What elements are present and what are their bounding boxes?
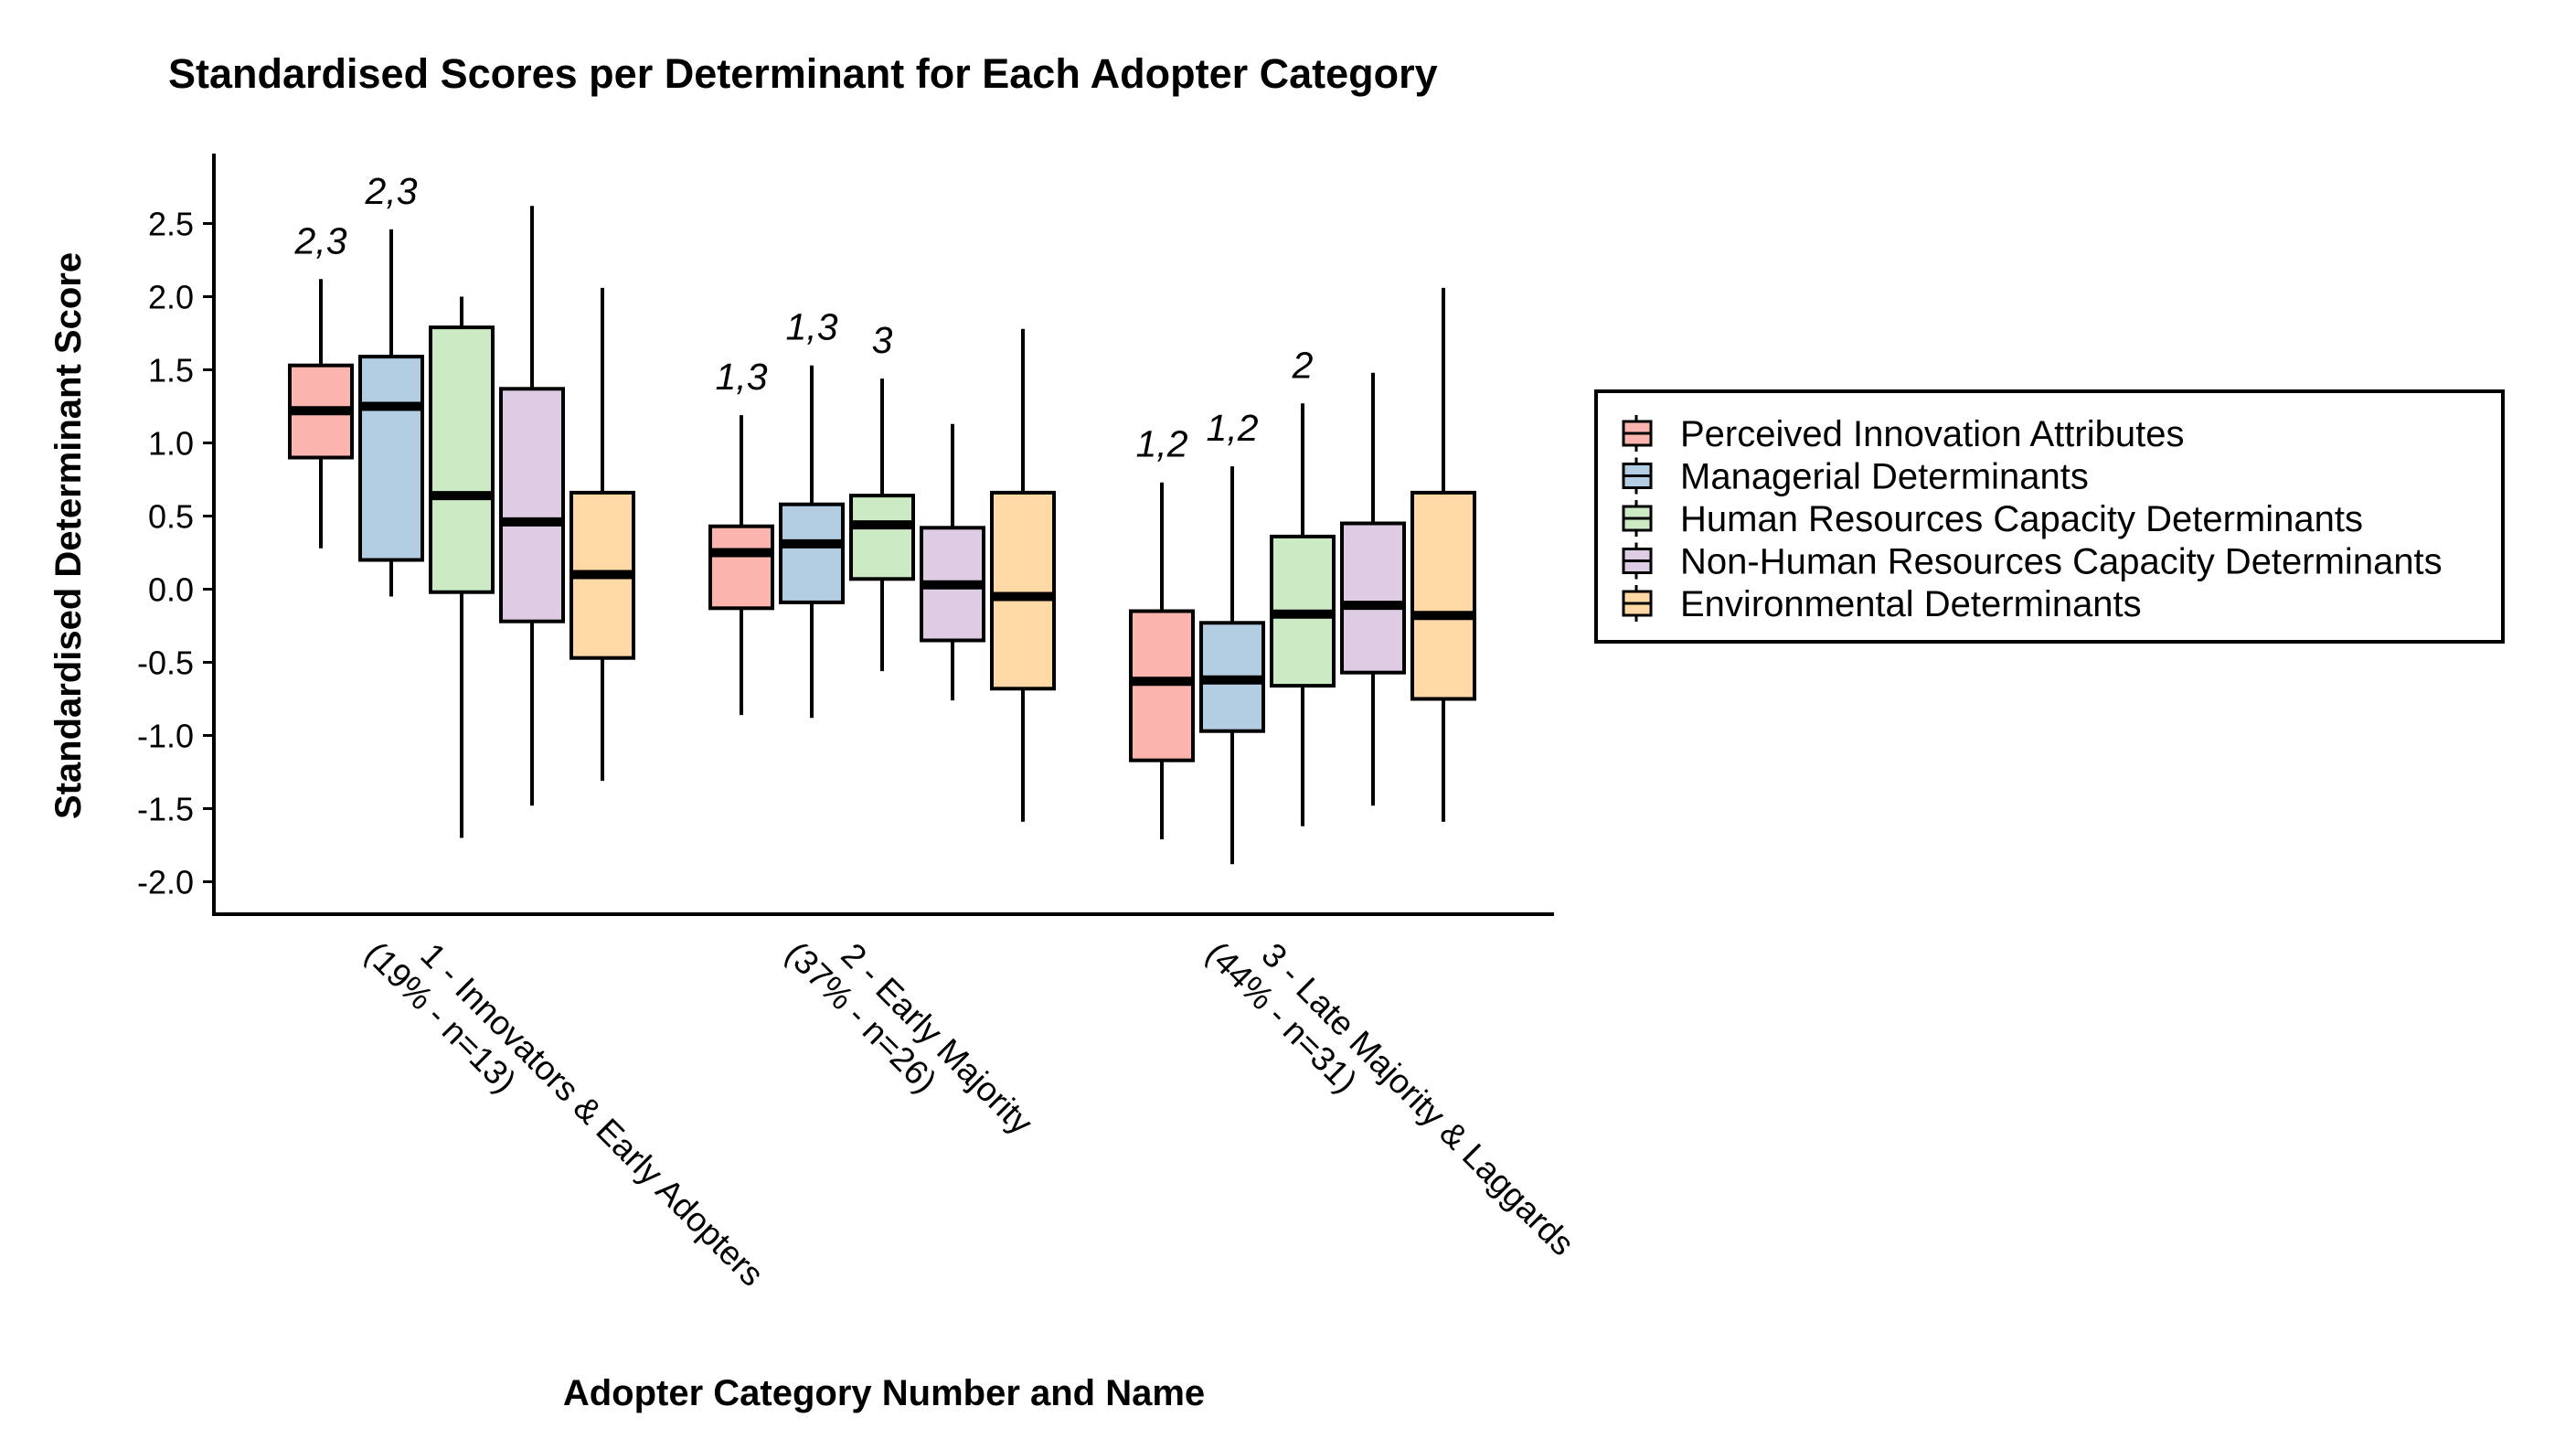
box-iqr [990, 490, 1056, 691]
y-tick-label: 2.5 [148, 206, 194, 243]
significance-annotation: 1,3 [716, 356, 768, 398]
box-1-series-2 [358, 229, 424, 597]
significance-annotation: 2,3 [365, 170, 418, 212]
box-2-series-1 [708, 415, 774, 716]
y-tick-label: 0.5 [148, 498, 194, 536]
box-1-series-4 [499, 206, 565, 806]
box-iqr [1410, 490, 1476, 701]
box-iqr [499, 387, 565, 623]
legend-label: Non-Human Resources Capacity Determinant… [1680, 542, 2443, 582]
box-3-series-4 [1340, 372, 1406, 806]
significance-annotation: 2 [1292, 344, 1314, 386]
box-iqr [708, 524, 774, 611]
y-tick-label: 2.0 [148, 279, 194, 316]
x-category-labels: 1 - Innovators & Early Adopters(19% - n=… [358, 934, 1581, 1294]
significance-annotations: 2,3 1,3 1,2 2,3 1,3 1,2 3 2 [294, 170, 1314, 465]
legend-item-5: Environmental Determinants [1622, 584, 2142, 624]
x-category-label-1: 1 - Innovators & Early Adopters(19% - n=… [358, 934, 772, 1294]
box-1-series-1 [288, 279, 354, 549]
y-ticks: 2.5 2.0 1.5 1.0 0.5 0.0 -0.5 -1.0 -1.5 -2.0 [137, 206, 214, 901]
box-3-series-2 [1199, 466, 1265, 865]
legend-item-1: Perceived Innovation Attributes [1622, 414, 2184, 454]
y-tick-label: 0.0 [148, 571, 194, 609]
significance-annotation: 2,3 [294, 219, 347, 261]
box-3-series-3 [1270, 403, 1336, 826]
box-3-series-5 [1410, 287, 1476, 822]
x-category-label-line: 1 - Innovators & Early Adopters [413, 936, 771, 1294]
box-iqr [1340, 521, 1406, 675]
legend-box [1594, 389, 2505, 644]
y-tick-label: 1.0 [148, 425, 194, 463]
box-2-series-3 [849, 378, 915, 672]
legend-item-4: Non-Human Resources Capacity Determinant… [1622, 542, 2443, 582]
box-2-series-5 [990, 328, 1056, 822]
box-2-series-2 [779, 365, 845, 719]
legend-label: Perceived Innovation Attributes [1680, 414, 2184, 454]
y-tick-label: -0.5 [137, 645, 194, 682]
legend-item-3: Human Resources Capacity Determinants [1622, 499, 2363, 539]
box-1-series-5 [569, 287, 635, 782]
x-axis-title: Adopter Category Number and Name [563, 1373, 1205, 1413]
box-iqr [779, 502, 845, 604]
legend-label: Managerial Determinants [1680, 457, 2089, 497]
x-category-label-3: 3 - Late Majority & Laggards(44% - n=31) [1199, 934, 1581, 1263]
significance-annotation: 1,3 [786, 306, 838, 348]
x-category-label-line: 3 - Late Majority & Laggards [1254, 936, 1581, 1263]
chart-title: Standardised Scores per Determinant for … [168, 50, 1438, 97]
box-iqr [429, 325, 495, 594]
significance-annotation: 3 [872, 319, 893, 361]
legend-label: Human Resources Capacity Determinants [1680, 499, 2363, 539]
legend: Perceived Innovation AttributesManageria… [1594, 389, 2505, 644]
legend-item-2: Managerial Determinants [1622, 457, 2089, 497]
legend-label: Environmental Determinants [1680, 584, 2142, 624]
y-tick-label: -1.5 [137, 791, 194, 828]
y-axis-title: Standardised Determinant Score [48, 252, 89, 819]
box-1-series-3 [429, 296, 495, 838]
box-iqr [849, 494, 915, 581]
y-tick-label: -2.0 [137, 864, 194, 901]
y-tick-label: 1.5 [148, 352, 194, 389]
significance-annotation: 1,2 [1136, 423, 1188, 465]
box-3-series-1 [1129, 482, 1195, 840]
box-2-series-4 [920, 423, 985, 701]
significance-annotation: 1,2 [1207, 407, 1259, 449]
box-iqr [358, 355, 424, 562]
y-tick-label: -1.0 [137, 718, 194, 755]
box-plots [288, 206, 1476, 865]
x-category-label-2: 2 - Early Majority(37% - n=26) [779, 934, 1040, 1142]
